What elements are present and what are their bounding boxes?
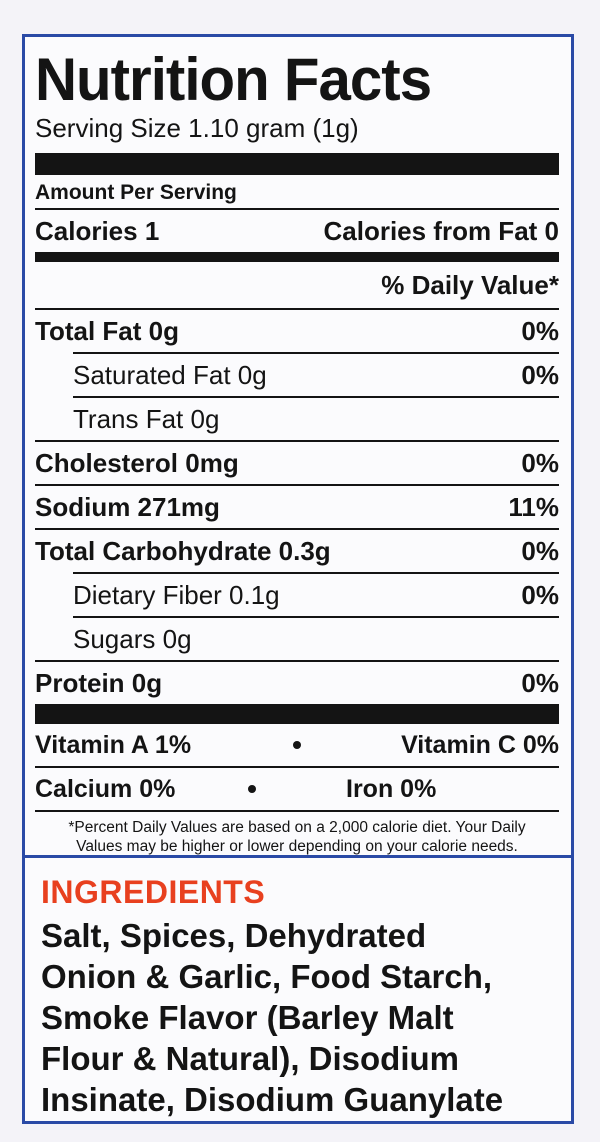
footnote: *Percent Daily Values are based on a 2,0… [35, 812, 559, 856]
ingredients-line: Insinate, Disodium Guanylate [41, 1081, 504, 1118]
nutrient-row-sodium: Sodium 271mg 11% [35, 486, 559, 528]
nutrient-dv: 0% [521, 359, 559, 390]
ingredients-line: Salt, Spices, Dehydrated [41, 917, 427, 954]
serving-size: Serving Size 1.10 gram (1g) [35, 113, 359, 143]
ingredients-list: Salt, Spices, Dehydrated Onion & Garlic,… [41, 915, 559, 1120]
ingredients-section: INGREDIENTS Salt, Spices, Dehydrated Oni… [41, 873, 559, 1120]
nutrient-dv: 0% [521, 667, 559, 698]
nutrient-dv: 0% [521, 315, 559, 346]
nutrient-row-saturated-fat: Saturated Fat 0g 0% [35, 354, 559, 396]
nutrient-row-total-fat: Total Fat 0g 0% [35, 310, 559, 352]
calcium: Calcium 0% [35, 774, 176, 803]
footnote-line: Values may be higher or lower depending … [76, 838, 518, 855]
calories-row: Calories 1 Calories from Fat 0 [35, 210, 559, 252]
rule [35, 208, 559, 210]
nutrient-row-total-carbohydrate: Total Carbohydrate 0.3g 0% [35, 530, 559, 572]
vitamins-row-1: Vitamin A 1% Vitamin C 0% [35, 724, 559, 766]
calories: Calories 1 [35, 215, 160, 246]
nutrition-label-panel: Nutrition Facts Serving Size 1.10 gram (… [22, 34, 574, 1124]
nutrition-facts-title: Nutrition Facts [35, 46, 432, 113]
thick-divider [35, 704, 559, 724]
nutrient-row-dietary-fiber: Dietary Fiber 0.1g 0% [35, 574, 559, 616]
medium-divider [35, 252, 559, 262]
nutrient-name: Total Fat 0g [35, 315, 179, 346]
nutrient-dv: 11% [508, 491, 559, 522]
calories-from-fat: Calories from Fat 0 [323, 215, 559, 246]
nutrient-name: Sugars 0g [73, 623, 192, 654]
nutrient-name: Total Carbohydrate 0.3g [35, 535, 331, 566]
nutrient-dv: 0% [521, 579, 559, 610]
vitamin-a: Vitamin A 1% [35, 730, 192, 759]
nutrient-dv: 0% [521, 447, 559, 478]
nutrient-name: Saturated Fat 0g [73, 359, 267, 390]
ingredients-title: INGREDIENTS [41, 874, 266, 910]
bullet-icon [293, 741, 301, 749]
daily-value-header-row: % Daily Value* [35, 262, 559, 308]
nutrient-name: Sodium 271mg [35, 491, 220, 522]
nutrient-name: Dietary Fiber 0.1g [73, 579, 280, 610]
footnote-line: *Percent Daily Values are based on a 2,0… [68, 819, 526, 836]
nutrient-row-trans-fat: Trans Fat 0g [35, 398, 559, 440]
nutrient-row-cholesterol: Cholesterol 0mg 0% [35, 442, 559, 484]
nutrient-row-protein: Protein 0g 0% [35, 662, 559, 704]
section-divider [25, 855, 571, 858]
amount-per-serving: Amount Per Serving [35, 181, 237, 204]
ingredients-line: Smoke Flavor (Barley Malt [41, 999, 454, 1036]
nutrient-dv: 0% [521, 535, 559, 566]
vitamin-c: Vitamin C 0% [401, 730, 559, 759]
bullet-icon [248, 785, 256, 793]
nutrition-facts-section: Nutrition Facts Serving Size 1.10 gram (… [35, 37, 559, 856]
ingredients-line: Flour & Natural), Disodium [41, 1040, 460, 1077]
amount-per-serving-row: Amount Per Serving [35, 178, 559, 208]
nutrient-name: Trans Fat 0g [73, 403, 220, 434]
nutrient-name: Cholesterol 0mg [35, 447, 239, 478]
ingredients-line: Onion & Garlic, Food Starch, [41, 958, 493, 995]
nutrient-name: Protein 0g [35, 667, 163, 698]
nutrient-row-sugars: Sugars 0g [35, 618, 559, 660]
thick-divider [35, 153, 559, 175]
daily-value-header: % Daily Value* [381, 269, 559, 300]
iron: Iron 0% [346, 774, 437, 803]
vitamins-row-2: Calcium 0% Iron 0% [35, 768, 559, 810]
